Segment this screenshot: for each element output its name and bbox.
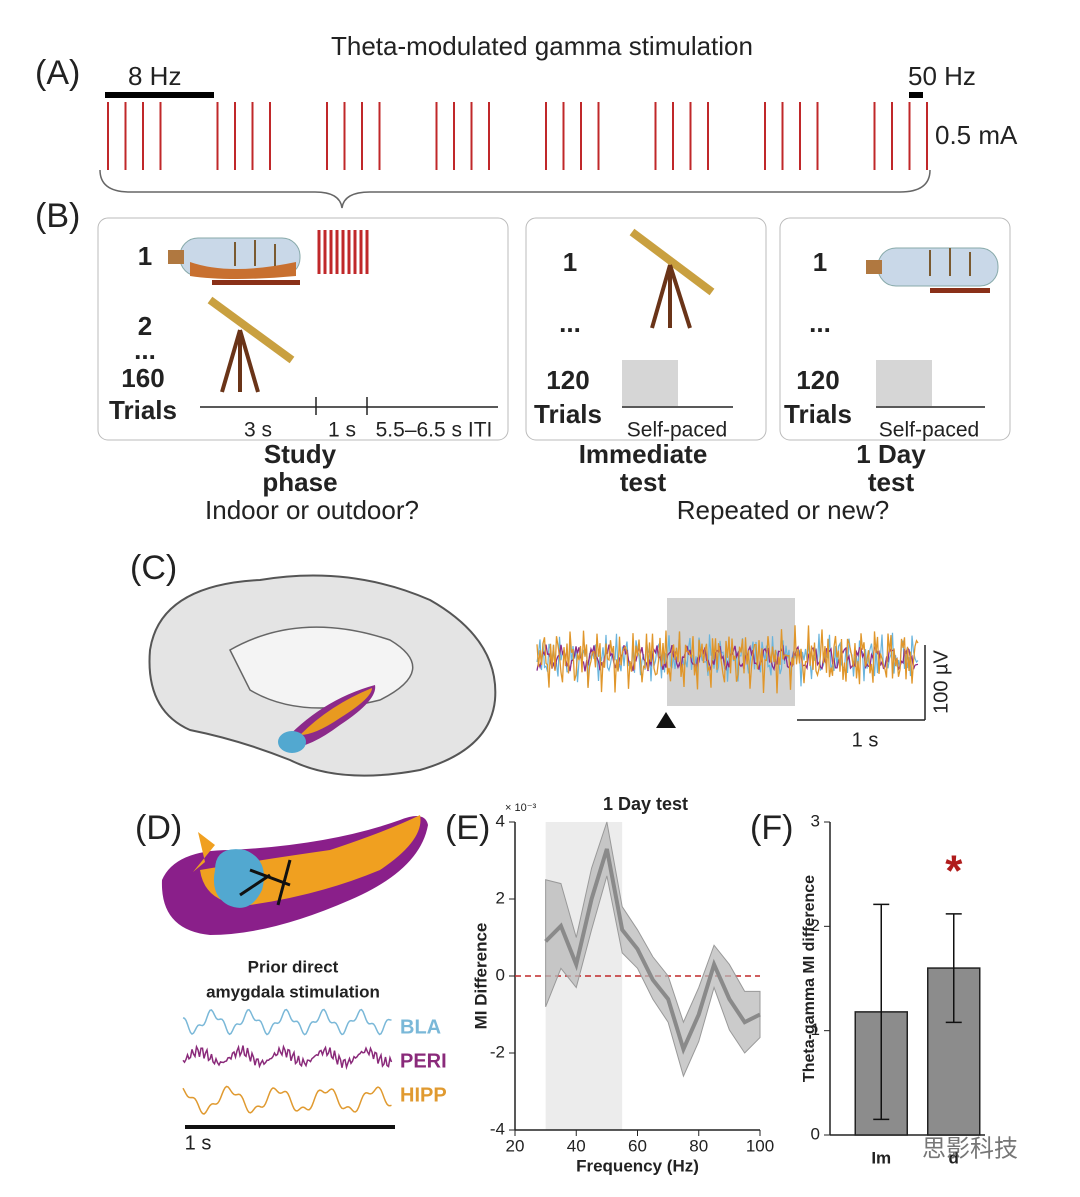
trace-label: BLA bbox=[400, 1016, 441, 1038]
task-question: Repeated or new? bbox=[677, 495, 889, 525]
trial-number: 2 bbox=[138, 311, 152, 341]
y-tick-label: 4 bbox=[496, 811, 505, 830]
y-tick-label: 3 bbox=[811, 811, 820, 830]
error-band bbox=[545, 821, 761, 1078]
brace bbox=[99, 169, 931, 209]
ellipsis: ... bbox=[134, 335, 156, 365]
x-tick-label: 40 bbox=[567, 1136, 586, 1155]
scale-label: 8 Hz bbox=[128, 61, 181, 91]
y-axis-label: MI Difference bbox=[471, 923, 490, 1030]
phase-name: phase bbox=[262, 467, 337, 497]
y-axis-label: Theta-gamma MI difference bbox=[801, 875, 818, 1082]
telescope-icon bbox=[629, 228, 715, 329]
panel-label: (F) bbox=[750, 809, 793, 847]
response-box bbox=[622, 360, 678, 406]
trials-label: Trials bbox=[534, 399, 602, 429]
y-tick-label: 2 bbox=[811, 916, 820, 935]
ellipsis: ... bbox=[559, 308, 581, 338]
timing-label: Self-paced bbox=[879, 419, 979, 442]
x-tick-label: 80 bbox=[689, 1136, 708, 1155]
y-tick-label: 1 bbox=[811, 1020, 820, 1039]
phase-name: test bbox=[868, 467, 915, 497]
hippocampus-illustration bbox=[161, 815, 428, 935]
scale-label: 1 s bbox=[185, 1132, 212, 1154]
trials-label: Trials bbox=[784, 399, 852, 429]
x-tick-label: 20 bbox=[506, 1136, 525, 1155]
trace bbox=[182, 1008, 392, 1036]
trials-label: Trials bbox=[109, 395, 177, 425]
trial-number: 1 bbox=[138, 241, 152, 271]
watermark: 思影科技 bbox=[922, 1135, 1018, 1162]
panel-title: Theta-modulated gamma stimulation bbox=[331, 31, 753, 61]
telescope-icon bbox=[207, 296, 295, 393]
y-tick-label: 2 bbox=[496, 888, 505, 907]
y-tick-label: -2 bbox=[490, 1042, 505, 1061]
panel-label: (C) bbox=[130, 549, 177, 587]
chart-title: 1 Day test bbox=[603, 794, 688, 814]
axis-exponent: × 10⁻³ bbox=[505, 802, 537, 814]
error-bar bbox=[945, 913, 962, 1024]
trace-label: PERI bbox=[400, 1050, 447, 1072]
trace bbox=[182, 1085, 392, 1115]
timing-label: 3 s bbox=[244, 419, 272, 442]
x-tick-label: d bbox=[949, 1148, 959, 1167]
phase-box bbox=[525, 217, 767, 441]
panel-label: (A) bbox=[35, 54, 80, 92]
bottle-icon bbox=[866, 247, 999, 293]
x-tick-label: 100 bbox=[746, 1136, 774, 1155]
phase-box bbox=[779, 217, 1011, 441]
stim-marker bbox=[656, 712, 676, 728]
response-box bbox=[876, 360, 932, 406]
y-tick-label: 0 bbox=[496, 965, 505, 984]
trial-count: 120 bbox=[546, 365, 589, 395]
timing-label: 5.5–6.5 s ITI bbox=[376, 419, 493, 442]
caption: Prior direct bbox=[248, 957, 339, 976]
trace-label: HIPP bbox=[400, 1084, 447, 1106]
mean-line bbox=[544, 848, 761, 1055]
phase-box bbox=[97, 217, 509, 441]
bottle-icon bbox=[168, 237, 301, 285]
y-tick-label: -4 bbox=[490, 1119, 505, 1138]
amplitude-label: 0.5 mA bbox=[935, 120, 1018, 150]
region-traces bbox=[182, 1008, 393, 1115]
trace bbox=[182, 1044, 393, 1071]
significance-marker: * bbox=[945, 846, 963, 895]
trial-number: 1 bbox=[813, 247, 827, 277]
trial-count: 120 bbox=[796, 365, 839, 395]
ellipsis: ... bbox=[809, 308, 831, 338]
y-tick-label: 0 bbox=[811, 1124, 820, 1143]
trial-count: 160 bbox=[121, 363, 164, 393]
stim-block bbox=[317, 230, 369, 274]
scale-label: 50 Hz bbox=[908, 61, 976, 91]
scale-label: 1 s bbox=[852, 729, 879, 751]
timing-label: 1 s bbox=[328, 419, 356, 442]
timing-label: Self-paced bbox=[627, 419, 727, 442]
trace bbox=[536, 625, 919, 694]
error-bar bbox=[873, 903, 890, 1121]
x-tick-label: Im bbox=[871, 1148, 891, 1167]
phase-name: Immediate bbox=[579, 439, 708, 469]
x-axis-label: Frequency (Hz) bbox=[576, 1156, 699, 1175]
scale-label: 100 µV bbox=[930, 649, 952, 713]
task-question: Indoor or outdoor? bbox=[205, 495, 419, 525]
brain-illustration bbox=[148, 574, 497, 777]
lfp-traces bbox=[536, 625, 919, 694]
phase-name: 1 Day bbox=[856, 439, 926, 469]
phase-name: Study bbox=[264, 439, 337, 469]
panel-label: (D) bbox=[135, 809, 182, 847]
trial-number: 1 bbox=[563, 247, 577, 277]
pulse-train bbox=[107, 102, 928, 170]
phase-name: test bbox=[620, 467, 667, 497]
panel-label: (E) bbox=[445, 809, 490, 847]
panel-label: (B) bbox=[35, 197, 80, 235]
caption: amygdala stimulation bbox=[206, 982, 380, 1001]
x-tick-label: 60 bbox=[628, 1136, 647, 1155]
